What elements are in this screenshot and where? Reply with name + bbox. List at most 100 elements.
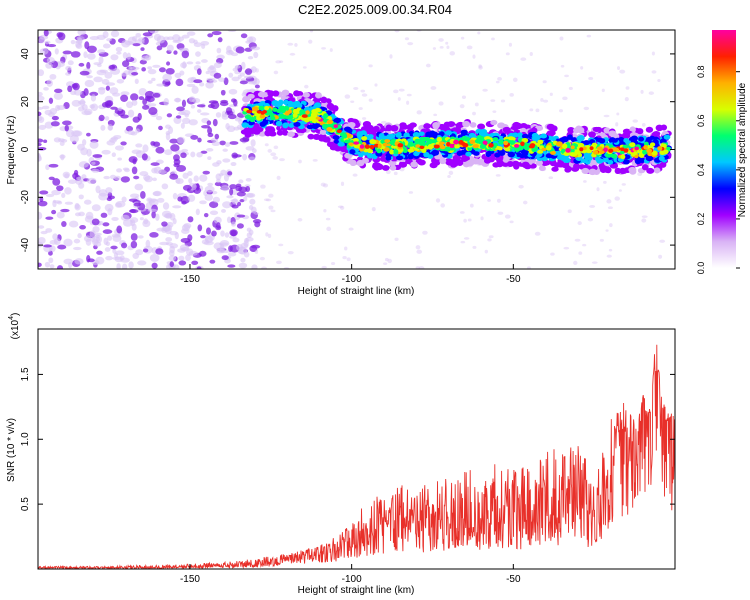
noise-blob [235,185,243,192]
noise-blob [209,79,218,83]
ridge-cell [605,166,612,174]
ridge-cell [364,144,370,149]
ridge-cell [483,158,492,164]
ridge-cell [283,99,290,106]
noise-blob [111,216,119,221]
noise-blob [65,72,71,76]
ridge-cell [653,167,661,174]
ridge-cell [546,130,555,137]
noise-blob [196,68,202,75]
noise-blob [278,243,284,247]
snr-line [38,344,675,569]
ridge-cell [315,92,322,99]
noise-blob [614,196,620,201]
noise-blob [104,116,110,121]
noise-blob [108,65,116,70]
ridge-cell [388,160,397,167]
noise-blob [78,194,84,200]
noise-blob [244,68,253,75]
noise-blob [587,217,594,222]
noise-blob [38,37,45,44]
noise-blob [176,165,187,172]
noise-blob [297,218,303,222]
noise-blob [398,88,405,92]
noise-blob [230,221,237,227]
noise-blob [130,233,138,241]
ridge-cell [259,121,266,127]
ridge-cell [565,148,571,153]
noise-blob [65,65,72,71]
noise-blob [330,261,336,266]
noise-blob [221,255,229,261]
noise-blob [76,176,84,180]
noise-blob [100,212,108,218]
noise-blob [272,156,278,160]
ridge-cell [305,110,310,115]
noise-blob [606,254,612,258]
snr-multiplier-exponent: 4 [8,316,15,320]
noise-blob [616,112,620,116]
noise-blob [240,257,246,263]
noise-blob [641,218,647,223]
noise-blob [207,126,213,135]
noise-blob [508,42,513,47]
noise-blob [77,233,82,239]
colorbar-tick-label: 0.8 [696,65,706,78]
noise-blob [115,250,125,256]
ridge-cell [643,141,649,146]
noise-blob [190,104,195,109]
noise-blob [213,62,222,69]
ridge-cell [472,151,480,156]
noise-blob [425,63,431,68]
ridge-cell [621,132,630,139]
noise-blob [86,45,97,54]
noise-blob [201,125,210,129]
noise-blob [168,266,175,269]
noise-blob [130,93,139,101]
noise-blob [149,30,159,34]
noise-blob [461,95,467,99]
noise-blob [131,99,138,106]
noise-blob [463,237,470,240]
snr-ticks: -150 -100 -50 0.5 1.0 1.5 [20,367,675,585]
noise-blob [641,215,648,219]
ridge-cell [390,125,399,132]
noise-blob [176,106,185,112]
noise-blob [73,246,82,251]
snr-y-axis-label: SNR (10 * v/v) [6,418,17,482]
noise-blob [156,45,163,51]
noise-blob [180,152,187,159]
noise-blob [70,39,76,45]
noise-blob [175,78,184,87]
noise-blob [105,241,111,247]
ridge-cell [521,133,529,139]
noise-blob [267,148,272,153]
ridge-cell [419,136,426,142]
noise-blob [187,234,193,242]
noise-blob [141,55,150,62]
colorbar-tick-label: 0.0 [696,262,706,275]
noise-blob [225,122,230,130]
ridge-cell [541,147,547,152]
noise-blob [142,98,148,106]
ridge-cell [458,140,464,145]
noise-blob [191,85,199,94]
noise-blob [648,91,655,95]
ridge-cell [339,132,347,137]
y-tick-label: -20 [20,190,31,205]
noise-blob [86,255,91,263]
noise-blob [589,204,596,208]
noise-blob [236,191,247,197]
noise-blob [249,245,258,252]
noise-blob [243,240,249,248]
noise-blob [145,239,151,248]
noise-blob [200,235,206,239]
spectrogram-y-axis-label: Frequency (Hz) [6,116,17,185]
ridge-cell [403,132,410,138]
noise-blob [110,106,118,110]
ridge-cell [659,161,667,168]
ridge-cell [503,155,510,162]
noise-blob [472,245,477,249]
noise-blob [577,221,582,226]
ridge-cell [315,116,322,120]
